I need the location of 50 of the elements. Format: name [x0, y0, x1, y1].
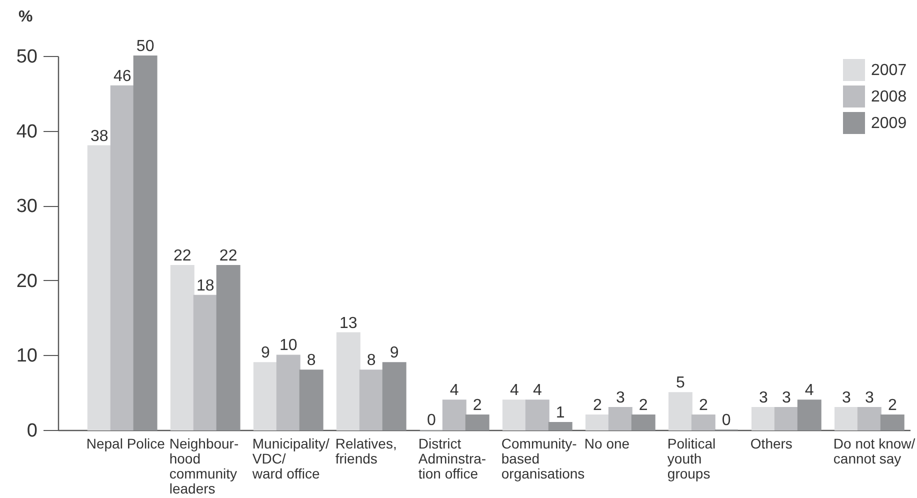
x-tick-label: District Adminstra- tion office: [418, 436, 486, 482]
x-tick-label: Neighbour- hood community leaders: [169, 436, 239, 496]
y-tick-label: 20: [16, 270, 38, 292]
legend-label: 2008: [871, 88, 907, 106]
data-label: 38: [90, 128, 108, 145]
x-tick-label: Relatives, friends: [335, 436, 397, 466]
legend-label: 2009: [871, 115, 907, 132]
data-label: 2: [472, 397, 482, 414]
data-label: 50: [136, 38, 154, 55]
data-label: 4: [532, 382, 542, 400]
data-label: 4: [804, 382, 814, 400]
data-label: 4: [510, 382, 519, 400]
data-label: 0: [722, 412, 731, 429]
legend-label: 2007: [871, 62, 907, 79]
data-label: 3: [782, 390, 791, 407]
data-label: 9: [260, 344, 270, 362]
data-label: 18: [196, 277, 214, 294]
data-label: 3: [759, 390, 768, 407]
x-tick-label: No one: [584, 436, 630, 452]
y-axis-title: %: [18, 8, 33, 26]
data-label: 2: [592, 397, 602, 414]
y-tick-label: 10: [16, 346, 38, 367]
data-label: 9: [390, 344, 399, 362]
data-label: 0: [426, 412, 436, 429]
data-label: 1: [556, 404, 565, 422]
x-tick-label: Political youth groups: [667, 436, 716, 482]
data-label: 3: [616, 390, 625, 407]
data-label: 22: [173, 247, 192, 264]
x-tick-label: Nepal Police: [86, 436, 166, 452]
data-label: 2: [638, 397, 648, 414]
x-tick-label: Others: [750, 436, 792, 452]
data-label: 13: [340, 314, 358, 332]
data-label: 10: [279, 337, 298, 354]
data-label: 3: [842, 390, 852, 407]
x-tick-label: Do not know/ cannot say: [833, 436, 916, 466]
y-tick-label: 0: [26, 420, 38, 442]
data-label: 5: [676, 374, 685, 392]
data-label: 46: [113, 68, 132, 85]
y-tick-label: 40: [16, 121, 38, 142]
data-label: 8: [366, 352, 376, 370]
data-label: 2: [888, 397, 897, 414]
y-tick-label: 50: [16, 46, 38, 68]
x-tick-label: Community- based organisations: [501, 436, 585, 482]
data-label: 8: [306, 352, 316, 370]
y-tick-label: 30: [16, 196, 38, 218]
data-label: 4: [450, 382, 459, 400]
data-label: 3: [864, 390, 874, 407]
data-label: 22: [219, 247, 238, 264]
x-tick-label: Municipality/ VDC/ ward office: [251, 436, 330, 482]
data-label: 2: [698, 397, 708, 414]
